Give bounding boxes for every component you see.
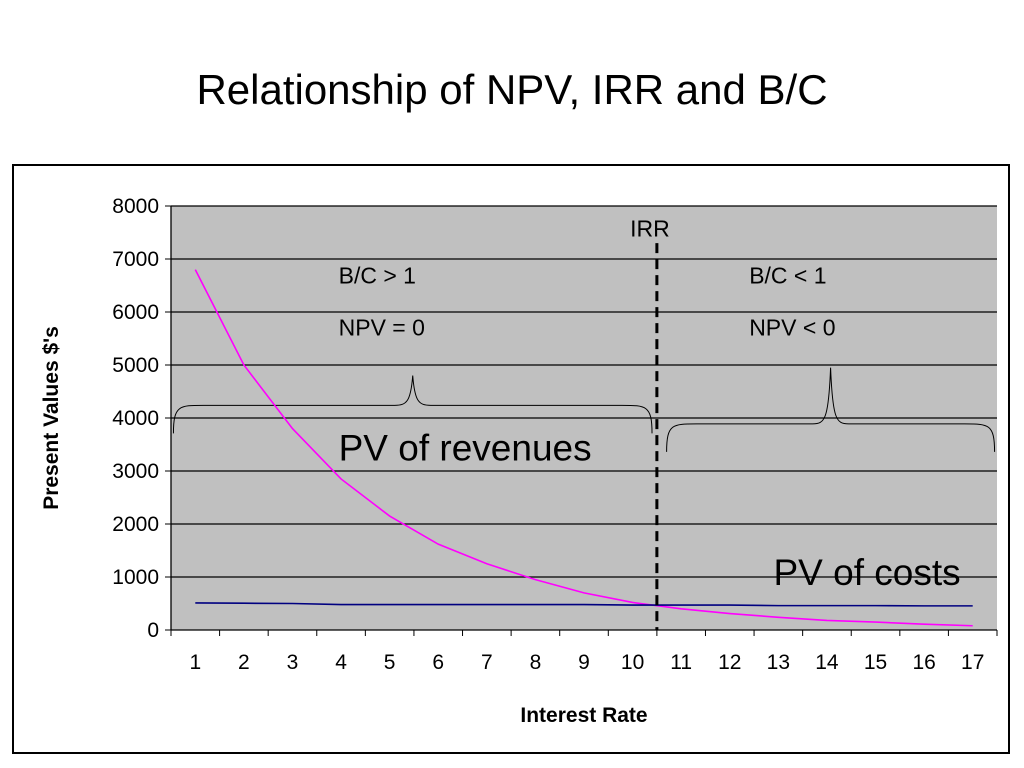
irr-label: IRR — [630, 216, 670, 242]
x-tick-label: 1 — [189, 651, 201, 674]
x-axis-title: Interest Rate — [520, 704, 647, 727]
axes — [165, 205, 998, 636]
series-line-costs — [195, 602, 973, 607]
y-tick-labels: 0 1000 2000 3000 4000 5000 6000 7000 8000 — [112, 195, 159, 642]
x-tick-labels: 1 2 3 4 5 6 7 8 9 10 11 12 13 14 15 16 17 — [189, 651, 984, 674]
x-tick-label: 17 — [961, 651, 984, 674]
y-tick-label: 5000 — [112, 354, 159, 377]
y-tick-label: 6000 — [112, 301, 159, 324]
x-tick-label: 11 — [670, 651, 692, 674]
y-tick-label: 1000 — [112, 566, 159, 589]
left-bc-label: B/C > 1 — [339, 262, 416, 288]
y-tick-label: 3000 — [112, 460, 159, 483]
x-tick-label: 4 — [335, 651, 347, 674]
x-tick-label: 10 — [621, 651, 644, 674]
left-npv-label: NPV = 0 — [339, 314, 425, 340]
y-axis-title: Present Values $'s — [40, 326, 63, 510]
x-tick-label: 7 — [481, 651, 493, 674]
pv-revenues-label: PV of revenues — [339, 427, 592, 468]
x-tick-label: 2 — [238, 651, 250, 674]
pv-costs-label: PV of costs — [773, 552, 960, 593]
x-tick-label: 6 — [432, 651, 444, 674]
slide-title: Relationship of NPV, IRR and B/C — [196, 66, 828, 113]
x-tick-label: 14 — [815, 651, 839, 674]
brace — [172, 375, 653, 434]
y-tick-label: 2000 — [112, 513, 159, 536]
x-tick-label: 5 — [384, 651, 396, 674]
y-tick-label: 4000 — [112, 407, 159, 430]
series-line-revenues — [194, 269, 973, 627]
y-tick-label: 0 — [147, 619, 159, 642]
x-tick-label: 16 — [912, 651, 935, 674]
x-tick-label: 3 — [287, 651, 299, 674]
series-lines — [194, 269, 973, 627]
braces — [172, 367, 996, 452]
y-tick-label: 8000 — [112, 195, 159, 218]
x-tick-label: 15 — [864, 651, 887, 674]
x-tick-label: 8 — [530, 651, 542, 674]
y-tick-label: 7000 — [112, 248, 159, 271]
grid-lines — [171, 205, 997, 578]
right-bc-label: B/C < 1 — [749, 262, 826, 288]
x-tick-label: 9 — [578, 651, 590, 674]
right-npv-label: NPV < 0 — [749, 314, 835, 340]
x-tick-label: 12 — [718, 651, 741, 674]
x-tick-label: 13 — [767, 651, 790, 674]
brace — [666, 367, 996, 452]
